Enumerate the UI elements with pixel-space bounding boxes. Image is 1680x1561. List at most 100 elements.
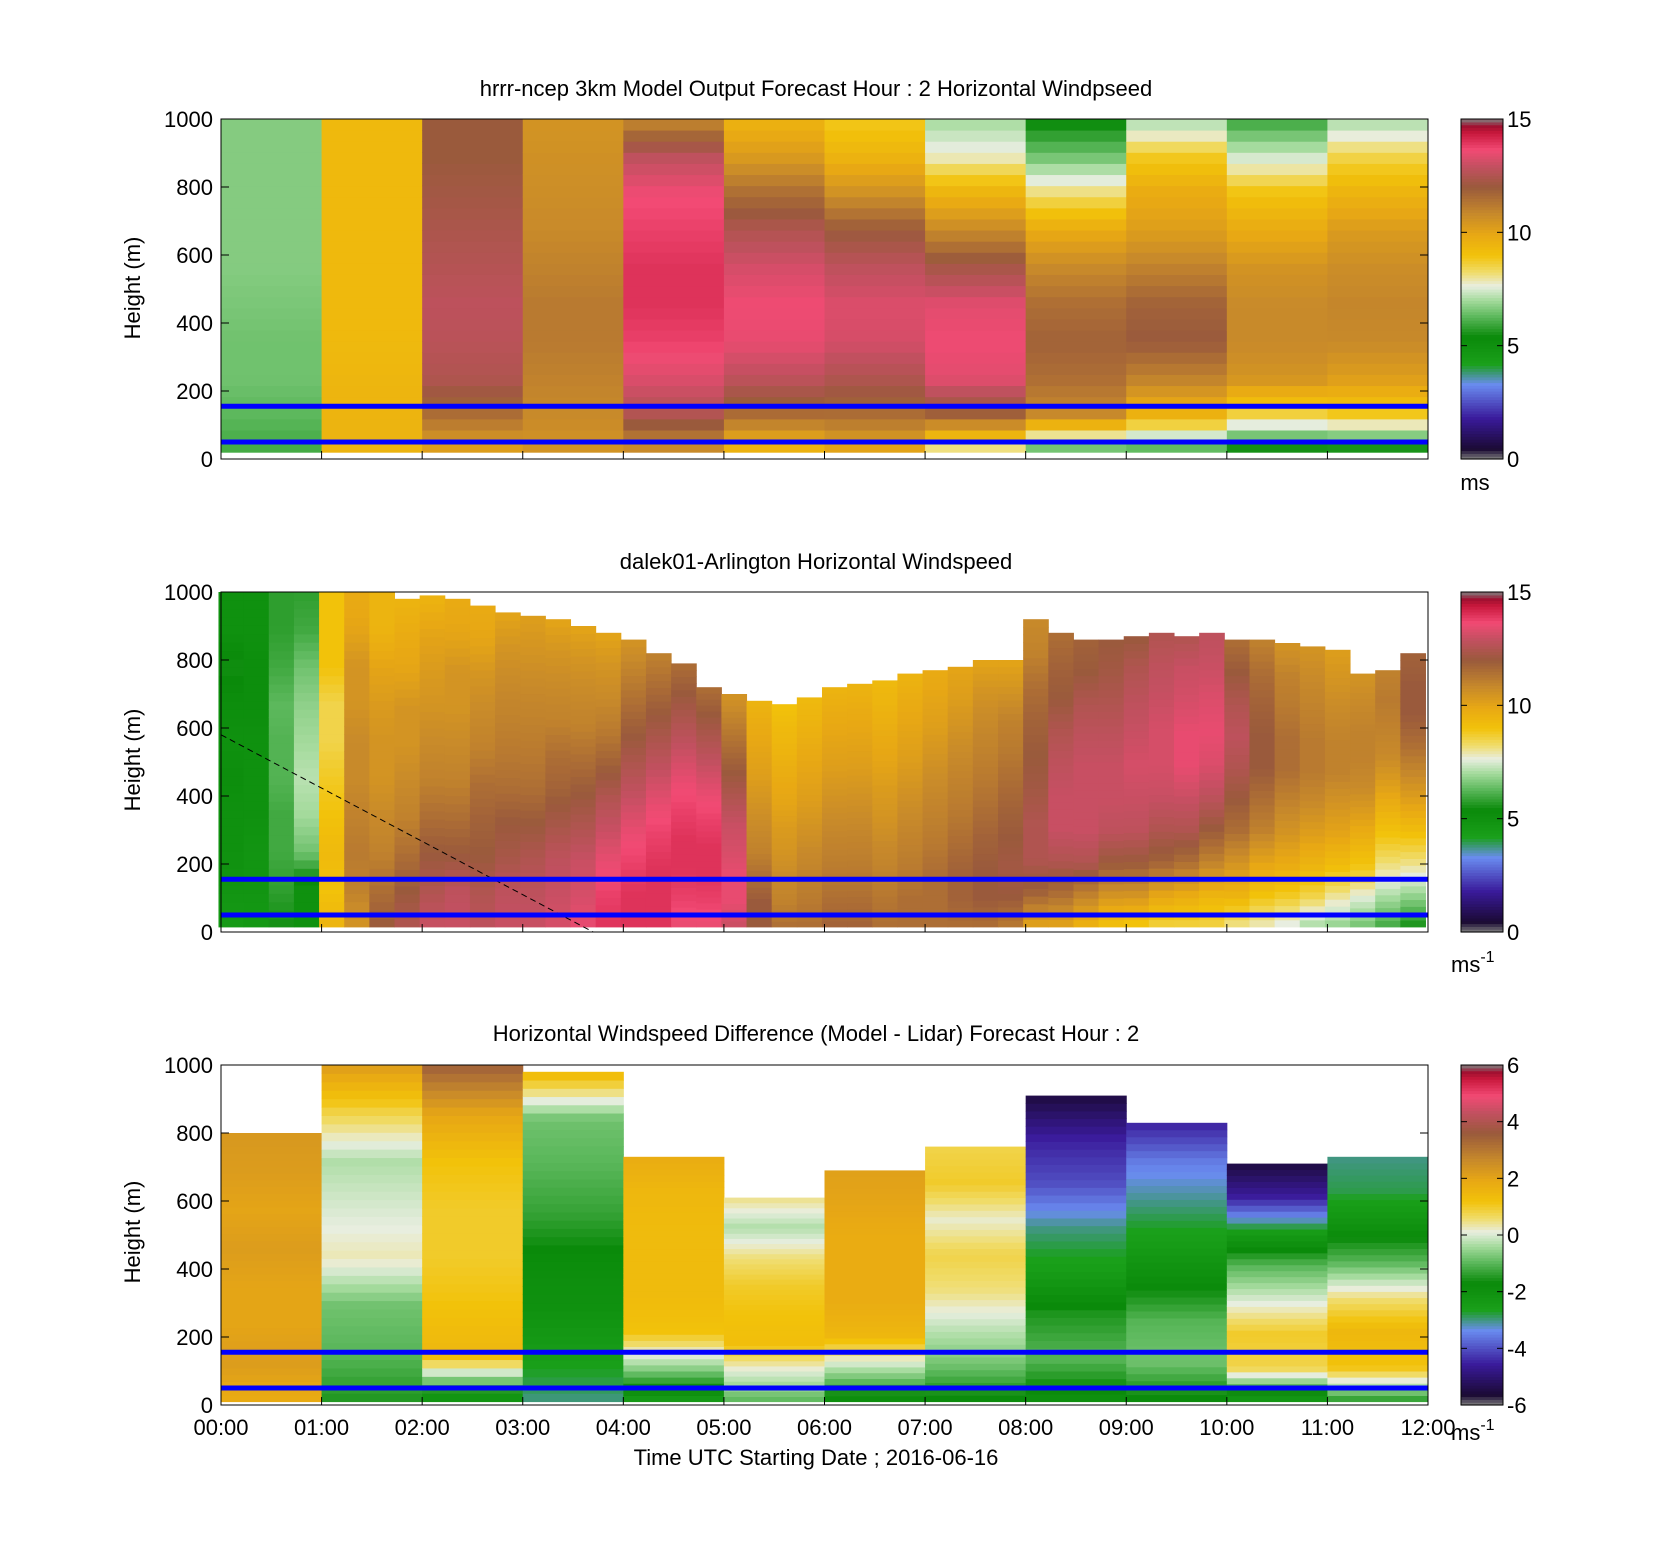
heatmap-cell [1299,786,1326,795]
heatmap-cell [696,771,722,778]
colorbar-segment [1461,838,1503,842]
heatmap-cell [1025,307,1127,320]
heatmap-cell [723,307,825,320]
colorbar-segment [1461,852,1503,857]
heatmap-cell [394,648,421,657]
heatmap-cell [319,784,345,794]
y-tick-label: 1000 [164,580,213,605]
heatmap-cell [925,1203,1027,1211]
heatmap-cell [872,748,898,755]
heatmap-cell [422,1283,524,1293]
heatmap-cell [1174,796,1200,804]
heatmap-cell [1199,735,1225,744]
colorbar-segment [1461,223,1503,228]
heatmap-cell [495,848,521,857]
heatmap-cell [268,776,295,786]
heatmap-cell [469,918,496,928]
heatmap-cell [1226,330,1328,342]
heatmap-cell [1350,692,1376,700]
heatmap-cell [419,835,446,845]
heatmap-cell [847,908,873,916]
heatmap-cell [1048,713,1074,722]
panel-model-output: hrrr-ncep 3km Model Output Forecast Hour… [120,76,1531,495]
colorbar-segment [1461,691,1503,695]
colorbar-segment [1461,1337,1503,1341]
heatmap-cell [218,642,245,652]
heatmap-cell [872,902,898,909]
heatmap-cell [1025,1279,1127,1288]
heatmap-cell [922,747,949,755]
heatmap-cell [1073,740,1100,748]
heatmap-cell [1126,1387,1228,1396]
heatmap-cell [623,1162,725,1170]
heatmap-cell [623,296,725,309]
heatmap-cell [671,663,697,671]
heatmap-cell [746,921,773,928]
heatmap-cell [1224,919,1250,928]
heatmap-cell [1048,882,1074,891]
heatmap-cell [721,862,748,870]
heatmap-cell [1327,1156,1429,1164]
heatmap-cell [1375,772,1401,780]
heatmap-cell [419,636,446,646]
heatmap-cell [925,141,1027,153]
colorbar-segment [1461,1124,1503,1128]
heatmap-cell [545,749,572,759]
heatmap-cell [925,1223,1027,1230]
colorbar-segment [1461,1334,1503,1338]
panel-title: dalek01-Arlington Horizontal Windspeed [620,549,1013,574]
heatmap-cell [998,893,1024,901]
colorbar-segment [1461,883,1503,888]
heatmap-cell [972,833,999,841]
heatmap-cell [723,1325,825,1331]
heatmap-cell [1025,1110,1127,1120]
heatmap-cell [771,893,798,900]
heatmap-cell [847,884,873,891]
colorbar-segment [1461,1325,1503,1330]
heatmap-cell [1123,854,1150,862]
colorbar-segment [1461,713,1503,718]
heatmap-cell [495,808,521,818]
heatmap-cell [796,921,823,928]
colorbar-segment [1461,246,1503,250]
colorbar-segment [1461,824,1503,828]
heatmap-cell [469,734,496,743]
heatmap-cell [1327,218,1429,231]
heatmap-cell [221,1253,323,1262]
heatmap-cell [369,901,396,911]
heatmap-cell [1073,826,1100,835]
heatmap-cell [1224,718,1250,727]
heatmap-cell [520,786,546,796]
colorbar-segment [1461,144,1503,148]
heatmap-cell [696,902,722,910]
heatmap-cell [1299,898,1326,907]
heatmap-cell [1048,647,1074,656]
heatmap-cell [1226,1377,1328,1385]
heatmap-cell [721,903,748,910]
heatmap-cell [268,809,295,819]
heatmap-cell [620,840,647,849]
heatmap-cell [570,641,597,650]
heatmap-cell [1025,285,1127,298]
heatmap-cell [419,769,446,779]
heatmap-cell [1023,688,1049,697]
heatmap-cell [721,822,748,829]
heatmap-cell [394,738,421,747]
heatmap-cell [645,783,672,791]
heatmap-cell [321,1090,423,1100]
heatmap-cell [1148,890,1175,898]
heatmap-cell [1274,841,1301,850]
heatmap-cell [1375,734,1401,742]
heatmap-cell [721,804,748,811]
heatmap-cell [847,823,873,831]
heatmap-cell [520,755,546,765]
heatmap-cell [1400,920,1426,928]
heatmap-cell [495,856,521,865]
heatmap-cell [495,887,521,896]
heatmap-cell [1174,679,1200,688]
heatmap-cell [520,818,546,827]
heatmap-cell [570,626,597,635]
heatmap-cell [321,218,423,231]
heatmap-cell [1048,831,1074,840]
heatmap-cell [321,1367,423,1377]
